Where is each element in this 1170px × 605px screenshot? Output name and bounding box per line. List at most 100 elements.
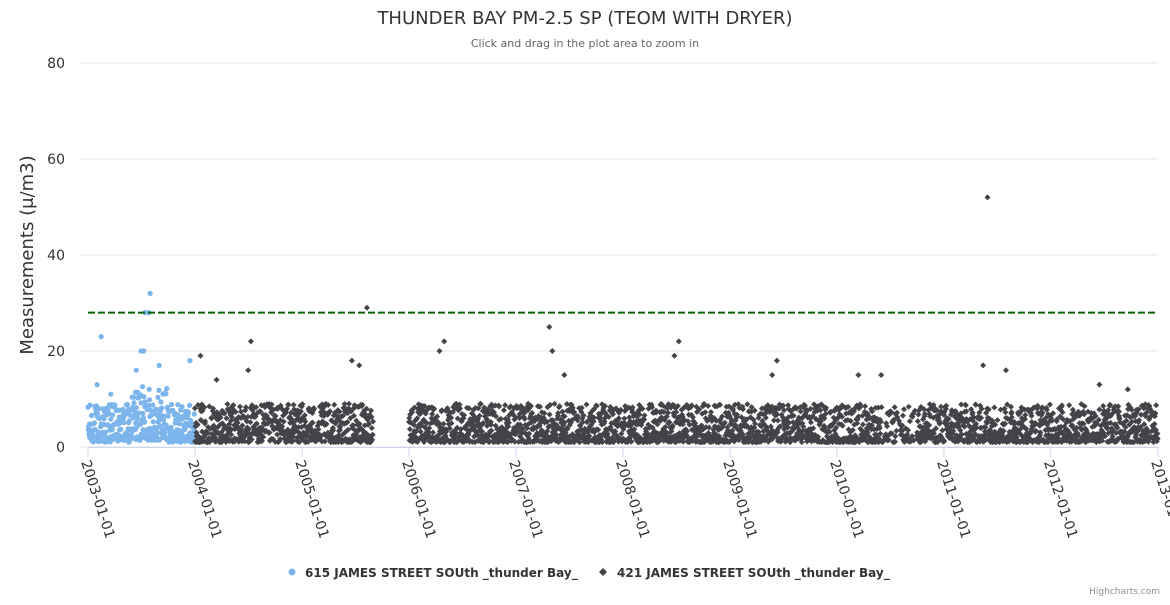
data-point	[272, 413, 279, 419]
data-point	[527, 402, 534, 409]
data-point	[138, 400, 144, 406]
data-point	[797, 408, 804, 415]
plot-area[interactable]	[85, 194, 1161, 446]
data-point	[1004, 401, 1011, 408]
data-point	[232, 409, 239, 415]
data-point	[430, 429, 436, 436]
data-point	[869, 408, 876, 415]
data-point	[1115, 403, 1122, 410]
series-421	[191, 194, 1161, 446]
data-point	[512, 414, 519, 421]
data-point	[443, 428, 450, 435]
data-point	[809, 413, 816, 420]
data-point	[446, 425, 453, 432]
data-point	[253, 420, 260, 427]
data-point	[411, 422, 417, 428]
data-point	[1039, 404, 1046, 411]
data-point	[228, 431, 235, 438]
data-point	[878, 404, 885, 411]
data-point	[893, 427, 900, 434]
data-point	[576, 439, 583, 446]
data-point	[612, 428, 619, 435]
legend-item-615[interactable]: 615 JAMES STREET SOUth _thunder Bay_	[288, 566, 578, 581]
data-point	[976, 409, 983, 416]
data-point	[359, 402, 366, 408]
data-point	[285, 401, 292, 408]
data-point	[798, 439, 805, 446]
credits-link[interactable]: Highcharts.com	[1089, 587, 1160, 597]
data-point	[484, 419, 491, 425]
data-point	[934, 407, 941, 414]
data-point	[247, 419, 254, 426]
data-point	[748, 404, 755, 411]
data-point	[885, 437, 892, 443]
data-point	[341, 401, 348, 407]
data-point	[126, 418, 132, 424]
data-point	[1143, 409, 1150, 416]
x-tick-label: 2007-01-01	[505, 458, 545, 540]
data-point	[1109, 426, 1116, 433]
data-point	[665, 409, 671, 416]
y-tick-label: 80	[47, 56, 65, 72]
data-point	[475, 405, 482, 412]
data-point	[602, 403, 608, 409]
data-point	[164, 385, 170, 392]
data-point	[899, 422, 906, 429]
data-point	[431, 405, 438, 412]
data-point	[618, 430, 625, 437]
legend-label-421: 421 JAMES STREET SOUth _thunder Bay_	[617, 566, 890, 581]
series-615	[85, 290, 198, 445]
data-point	[963, 408, 970, 415]
data-point	[549, 348, 556, 354]
data-point	[280, 418, 287, 425]
data-point	[559, 408, 566, 415]
data-point	[1018, 415, 1025, 422]
y-axis-title: Measurements (μ/m3)	[17, 155, 38, 354]
data-point	[654, 421, 661, 428]
data-point	[628, 438, 635, 445]
data-point	[448, 414, 455, 421]
data-point	[109, 426, 115, 433]
data-point	[457, 405, 463, 412]
legend-marker-421	[599, 568, 607, 576]
data-point	[230, 402, 237, 409]
data-point	[1049, 417, 1055, 424]
data-point	[363, 405, 370, 412]
data-point	[599, 439, 606, 446]
y-tick-label: 20	[47, 344, 65, 360]
data-point	[140, 410, 146, 417]
data-point	[248, 436, 255, 443]
data-point	[302, 418, 309, 425]
data-point	[103, 429, 109, 435]
data-point	[1080, 420, 1087, 427]
data-point	[153, 406, 159, 412]
data-point	[1102, 433, 1108, 440]
data-point	[101, 421, 107, 427]
data-point	[368, 407, 374, 414]
data-point	[337, 424, 344, 430]
data-point	[671, 352, 678, 359]
data-point	[1154, 435, 1161, 442]
data-point	[461, 412, 468, 419]
x-tick-label: 2003-01-01	[77, 458, 117, 540]
data-point	[774, 417, 781, 424]
data-point	[1128, 418, 1135, 425]
legend-label-615: 615 JAMES STREET SOUth _thunder Bay_	[305, 566, 578, 581]
legend: 615 JAMES STREET SOUth _thunder Bay_ 421…	[288, 566, 890, 581]
data-point	[356, 420, 363, 427]
data-point	[409, 409, 415, 416]
data-point	[368, 425, 375, 431]
data-point	[547, 401, 554, 408]
data-point	[910, 437, 917, 444]
data-point	[660, 409, 667, 415]
data-point	[1081, 411, 1088, 418]
data-point	[299, 401, 306, 408]
legend-item-421[interactable]: 421 JAMES STREET SOUth _thunder Bay_	[599, 566, 890, 581]
data-point	[561, 419, 568, 426]
data-point	[609, 411, 616, 418]
data-point	[721, 419, 728, 426]
data-point	[716, 433, 723, 440]
data-point	[161, 413, 167, 419]
data-point	[493, 413, 499, 420]
